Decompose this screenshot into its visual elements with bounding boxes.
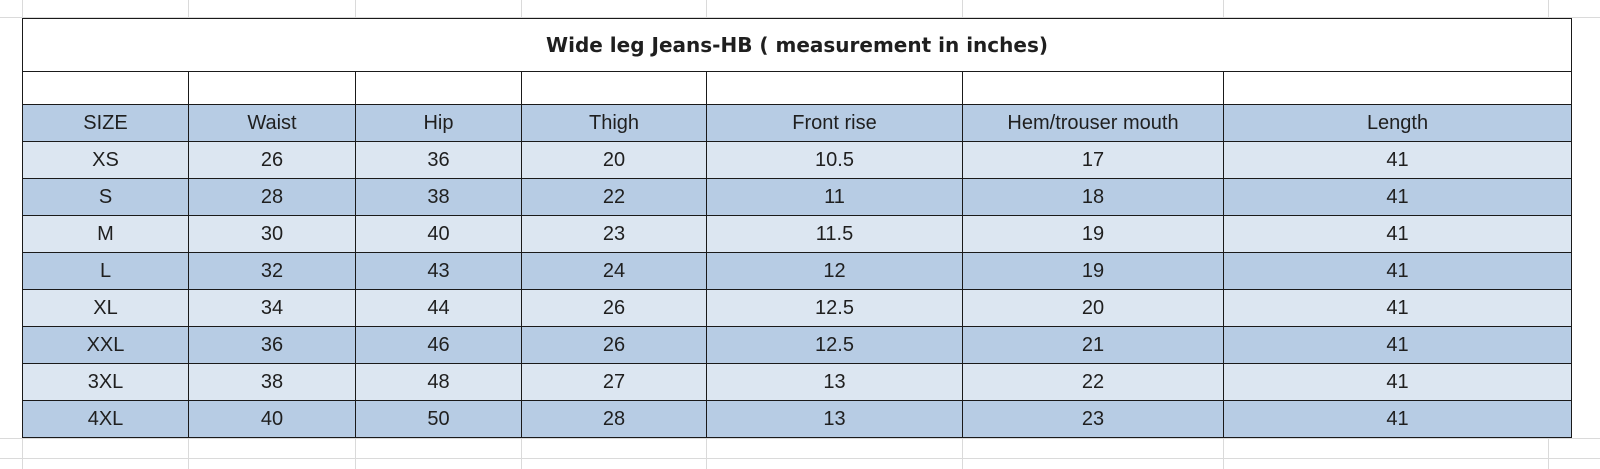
cell-hem[interactable]: 22	[962, 363, 1224, 401]
table-row: L 32 43 24 12 19 41	[22, 252, 1573, 290]
cell-length[interactable]: 41	[1222, 289, 1573, 327]
cell-hip[interactable]: 46	[355, 326, 522, 364]
empty-cell[interactable]	[22, 71, 189, 105]
empty-cell[interactable]	[521, 71, 707, 105]
empty-cell[interactable]	[355, 71, 522, 105]
empty-cell[interactable]	[1222, 71, 1573, 105]
header-cell-hem[interactable]: Hem/trouser mouth	[962, 104, 1224, 142]
cell-size[interactable]: 3XL	[22, 363, 189, 401]
cell-hip[interactable]: 48	[355, 363, 522, 401]
cell-thigh[interactable]: 26	[521, 289, 707, 327]
cell-size[interactable]: S	[22, 178, 189, 216]
cell-front-rise[interactable]: 12.5	[706, 326, 963, 364]
cell-hip[interactable]: 50	[355, 400, 522, 438]
cell-length[interactable]: 41	[1222, 141, 1573, 179]
cell-hem[interactable]: 19	[962, 252, 1224, 290]
header-row: SIZE Waist Hip Thigh Front rise Hem/trou…	[22, 104, 1573, 142]
cell-front-rise[interactable]: 11.5	[706, 215, 963, 253]
cell-waist[interactable]: 34	[188, 289, 356, 327]
table-row: XL 34 44 26 12.5 20 41	[22, 289, 1573, 327]
cell-length[interactable]: 41	[1222, 326, 1573, 364]
table-row: XXL 36 46 26 12.5 21 41	[22, 326, 1573, 364]
table-row: S 28 38 22 11 18 41	[22, 178, 1573, 216]
header-cell-thigh[interactable]: Thigh	[521, 104, 707, 142]
blank-row	[22, 71, 1573, 105]
cell-thigh[interactable]: 27	[521, 363, 707, 401]
cell-size[interactable]: XS	[22, 141, 189, 179]
cell-hip[interactable]: 38	[355, 178, 522, 216]
cell-front-rise[interactable]: 13	[706, 363, 963, 401]
cell-front-rise[interactable]: 11	[706, 178, 963, 216]
cell-hip[interactable]: 43	[355, 252, 522, 290]
cell-waist[interactable]: 32	[188, 252, 356, 290]
cell-size[interactable]: XL	[22, 289, 189, 327]
cell-size[interactable]: L	[22, 252, 189, 290]
cell-waist[interactable]: 30	[188, 215, 356, 253]
cell-thigh[interactable]: 22	[521, 178, 707, 216]
cell-hem[interactable]: 17	[962, 141, 1224, 179]
cell-thigh[interactable]: 20	[521, 141, 707, 179]
table-row: 3XL 38 48 27 13 22 41	[22, 363, 1573, 401]
table-row: M 30 40 23 11.5 19 41	[22, 215, 1573, 253]
header-cell-waist[interactable]: Waist	[188, 104, 356, 142]
cell-front-rise[interactable]: 13	[706, 400, 963, 438]
cell-thigh[interactable]: 23	[521, 215, 707, 253]
header-cell-length[interactable]: Length	[1222, 104, 1573, 142]
cell-waist[interactable]: 28	[188, 178, 356, 216]
cell-waist[interactable]: 40	[188, 400, 356, 438]
header-cell-size[interactable]: SIZE	[22, 104, 189, 142]
cell-hem[interactable]: 19	[962, 215, 1224, 253]
size-chart-table: Wide leg Jeans-HB ( measurement in inche…	[21, 18, 1573, 438]
cell-length[interactable]: 41	[1222, 178, 1573, 216]
cell-waist[interactable]: 26	[188, 141, 356, 179]
cell-hem[interactable]: 21	[962, 326, 1224, 364]
cell-hem[interactable]: 23	[962, 400, 1224, 438]
cell-hem[interactable]: 20	[962, 289, 1224, 327]
cell-thigh[interactable]: 24	[521, 252, 707, 290]
table-title[interactable]: Wide leg Jeans-HB ( measurement in inche…	[21, 18, 1573, 72]
cell-hip[interactable]: 44	[355, 289, 522, 327]
empty-cell[interactable]	[962, 71, 1224, 105]
table-row: XS 26 36 20 10.5 17 41	[22, 141, 1573, 179]
cell-length[interactable]: 41	[1222, 252, 1573, 290]
cell-front-rise[interactable]: 12	[706, 252, 963, 290]
empty-cell[interactable]	[188, 71, 356, 105]
header-cell-front-rise[interactable]: Front rise	[706, 104, 963, 142]
empty-cell[interactable]	[706, 71, 963, 105]
cell-length[interactable]: 41	[1222, 215, 1573, 253]
cell-length[interactable]: 41	[1222, 363, 1573, 401]
cell-waist[interactable]: 38	[188, 363, 356, 401]
cell-thigh[interactable]: 28	[521, 400, 707, 438]
table-row: 4XL 40 50 28 13 23 41	[22, 400, 1573, 438]
cell-front-rise[interactable]: 10.5	[706, 141, 963, 179]
cell-size[interactable]: M	[22, 215, 189, 253]
cell-size[interactable]: XXL	[22, 326, 189, 364]
header-cell-hip[interactable]: Hip	[355, 104, 522, 142]
cell-hip[interactable]: 36	[355, 141, 522, 179]
cell-thigh[interactable]: 26	[521, 326, 707, 364]
cell-front-rise[interactable]: 12.5	[706, 289, 963, 327]
cell-waist[interactable]: 36	[188, 326, 356, 364]
title-row: Wide leg Jeans-HB ( measurement in inche…	[21, 18, 1573, 72]
cell-hem[interactable]: 18	[962, 178, 1224, 216]
cell-length[interactable]: 41	[1222, 400, 1573, 438]
cell-size[interactable]: 4XL	[22, 400, 189, 438]
cell-hip[interactable]: 40	[355, 215, 522, 253]
